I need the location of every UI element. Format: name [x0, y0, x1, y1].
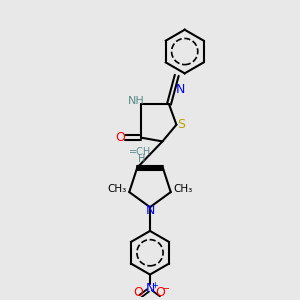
Text: N: N [176, 83, 185, 96]
Text: −: − [162, 284, 170, 294]
Text: O: O [133, 286, 143, 299]
Text: +: + [152, 281, 158, 290]
Text: NH: NH [128, 96, 144, 106]
Text: =CH: =CH [129, 147, 151, 157]
Text: O: O [155, 286, 165, 299]
Text: N: N [145, 282, 155, 295]
Text: N: N [145, 204, 155, 217]
Text: O: O [115, 131, 125, 144]
Text: CH₃: CH₃ [108, 184, 127, 194]
Text: H: H [138, 154, 146, 164]
Text: S: S [177, 118, 185, 131]
Text: CH₃: CH₃ [173, 184, 192, 194]
